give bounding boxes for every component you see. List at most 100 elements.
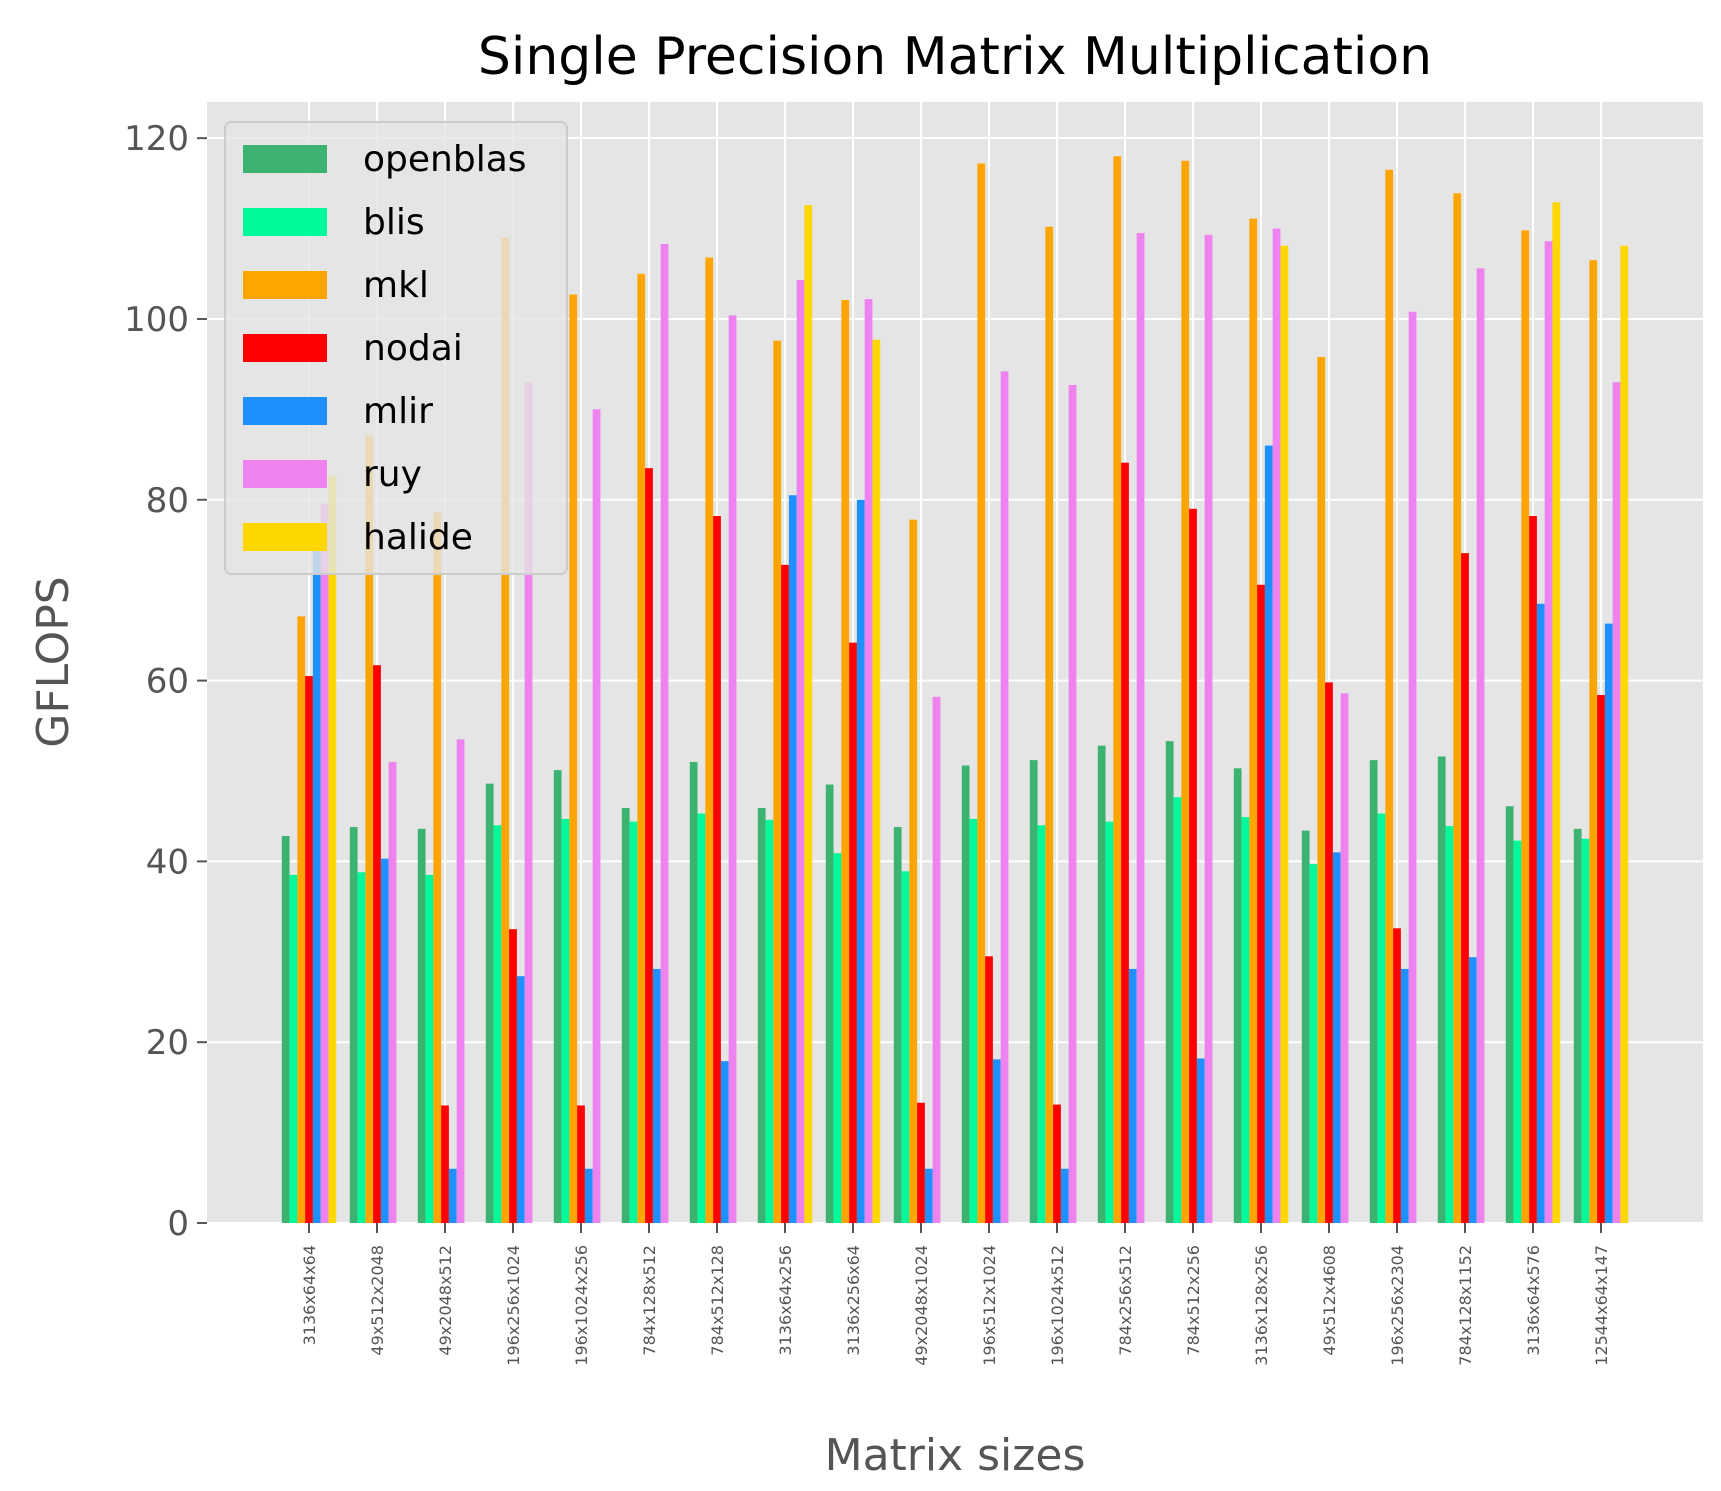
bar bbox=[1544, 241, 1553, 1224]
bar bbox=[856, 499, 865, 1224]
x-tick-label: 3136x64x256 bbox=[776, 1245, 795, 1356]
bar bbox=[320, 503, 329, 1223]
bar bbox=[833, 853, 842, 1223]
x-axis-label: Matrix sizes bbox=[825, 1430, 1086, 1481]
x-tick-label: 3136x256x64 bbox=[844, 1245, 863, 1356]
y-axis-label: GFLOPS bbox=[28, 576, 79, 747]
bar bbox=[1597, 695, 1605, 1223]
bar bbox=[909, 519, 918, 1223]
bar bbox=[728, 315, 737, 1223]
bar bbox=[569, 294, 578, 1224]
bar bbox=[1097, 745, 1106, 1223]
x-tick-label: 196x1024x512 bbox=[1048, 1245, 1067, 1366]
bar bbox=[1332, 852, 1341, 1223]
bar bbox=[720, 1061, 729, 1223]
bar bbox=[1309, 864, 1318, 1223]
bar bbox=[305, 676, 313, 1223]
bar bbox=[1128, 968, 1137, 1223]
bar bbox=[561, 818, 570, 1223]
legend-label: nodai bbox=[363, 328, 463, 369]
bar bbox=[977, 163, 986, 1223]
bar bbox=[1068, 384, 1077, 1223]
x-tick-label: 196x256x2304 bbox=[1388, 1245, 1407, 1366]
bar bbox=[448, 1168, 457, 1223]
bar bbox=[705, 257, 714, 1224]
y-axis: 0 20 40 60 80 100 120 bbox=[124, 119, 207, 1244]
chart-title: Single Precision Matrix Multiplication bbox=[478, 27, 1432, 87]
bar bbox=[516, 976, 525, 1223]
legend-swatch bbox=[243, 334, 327, 362]
bar bbox=[961, 765, 970, 1223]
legend-swatch bbox=[243, 460, 327, 488]
bar bbox=[1105, 821, 1114, 1223]
bar bbox=[781, 564, 789, 1223]
bar bbox=[1589, 260, 1598, 1223]
bar bbox=[1264, 445, 1273, 1224]
bar bbox=[1325, 682, 1333, 1223]
legend-label: openblas bbox=[363, 139, 527, 180]
bar bbox=[765, 819, 774, 1223]
y-tick-label: 60 bbox=[146, 662, 189, 702]
bar bbox=[1053, 1104, 1061, 1223]
bar bbox=[901, 871, 910, 1223]
x-axis: 3136x64x64 49x512x2048 49x2048x512 196x256x… bbox=[300, 1223, 1611, 1366]
bar bbox=[425, 874, 434, 1223]
bar bbox=[1468, 957, 1477, 1223]
bar bbox=[1045, 226, 1054, 1223]
bar bbox=[312, 544, 321, 1223]
bar bbox=[1181, 160, 1190, 1224]
bar bbox=[365, 435, 374, 1223]
bar bbox=[1037, 825, 1046, 1223]
bar bbox=[524, 382, 533, 1223]
x-tick-label: 196x256x1024 bbox=[504, 1245, 523, 1366]
bar bbox=[1113, 156, 1122, 1223]
bar bbox=[1505, 806, 1514, 1223]
x-tick-label: 196x512x1024 bbox=[980, 1245, 999, 1366]
legend-label: blis bbox=[363, 202, 425, 243]
bar bbox=[1249, 218, 1258, 1223]
bar bbox=[1612, 382, 1621, 1223]
bar bbox=[985, 956, 993, 1223]
bar bbox=[1453, 193, 1462, 1223]
bar bbox=[969, 818, 978, 1223]
x-tick-label: 49x512x4608 bbox=[1320, 1245, 1339, 1356]
bar bbox=[456, 739, 465, 1223]
bar bbox=[509, 929, 517, 1223]
bar bbox=[1437, 756, 1446, 1223]
legend: openblas blis mkl nodai mlir ruy halide bbox=[224, 121, 568, 575]
bar bbox=[1317, 356, 1326, 1223]
bar bbox=[1476, 268, 1485, 1224]
legend-label: mlir bbox=[363, 391, 433, 432]
legend-swatch bbox=[243, 208, 327, 236]
y-tick-label: 20 bbox=[146, 1023, 189, 1063]
bar bbox=[297, 616, 306, 1223]
x-tick-label: 3136x64x576 bbox=[1524, 1245, 1543, 1356]
bar bbox=[1029, 760, 1038, 1223]
bar bbox=[825, 784, 834, 1223]
legend-label: halide bbox=[363, 517, 473, 558]
bar bbox=[1377, 813, 1386, 1223]
bar bbox=[796, 280, 805, 1223]
bar bbox=[1340, 693, 1349, 1223]
legend-swatch bbox=[243, 523, 327, 551]
bar bbox=[864, 299, 873, 1223]
bar bbox=[485, 783, 494, 1223]
x-tick-label: 784x128x1152 bbox=[1456, 1245, 1475, 1366]
bar bbox=[893, 827, 902, 1223]
bar bbox=[1604, 623, 1613, 1223]
bar bbox=[1521, 230, 1530, 1224]
bar bbox=[1204, 234, 1213, 1223]
x-tick-label: 49x2048x512 bbox=[436, 1245, 455, 1356]
bars bbox=[281, 156, 1629, 1224]
bar bbox=[1136, 233, 1145, 1224]
x-tick-label: 49x512x2048 bbox=[368, 1245, 387, 1356]
x-tick-label: 3136x64x64 bbox=[300, 1245, 319, 1345]
bar bbox=[992, 1059, 1001, 1223]
legend-label: mkl bbox=[363, 265, 429, 306]
bar bbox=[388, 761, 397, 1223]
bar bbox=[804, 205, 813, 1223]
bar bbox=[932, 696, 941, 1223]
legend-swatch bbox=[243, 397, 327, 425]
bar bbox=[357, 872, 366, 1223]
